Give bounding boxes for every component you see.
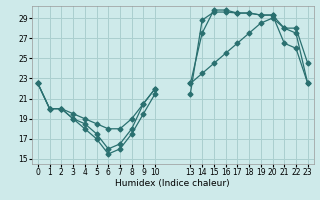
X-axis label: Humidex (Indice chaleur): Humidex (Indice chaleur) [116,179,230,188]
